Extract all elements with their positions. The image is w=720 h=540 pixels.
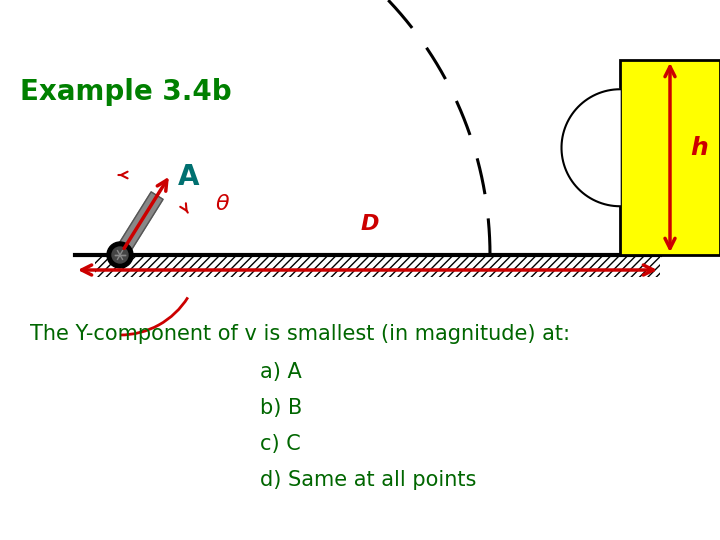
Text: h: h — [690, 136, 708, 160]
Bar — [620, 60, 720, 255]
Text: a) A: a) A — [260, 362, 302, 382]
Polygon shape — [114, 192, 163, 259]
Text: Example 3.4b: Example 3.4b — [20, 78, 232, 106]
Text: D: D — [361, 214, 379, 234]
Bar — [95, 255, 660, 277]
Text: $\theta$: $\theta$ — [215, 194, 230, 214]
Text: A: A — [178, 163, 199, 191]
Polygon shape — [562, 89, 620, 206]
Text: The Y-component of v is smallest (in magnitude) at:: The Y-component of v is smallest (in mag… — [30, 324, 570, 344]
Text: c) C: c) C — [260, 434, 301, 454]
Text: d) Same at all points: d) Same at all points — [260, 470, 477, 490]
Circle shape — [112, 247, 128, 263]
Text: b) B: b) B — [260, 398, 302, 418]
Circle shape — [107, 242, 133, 268]
